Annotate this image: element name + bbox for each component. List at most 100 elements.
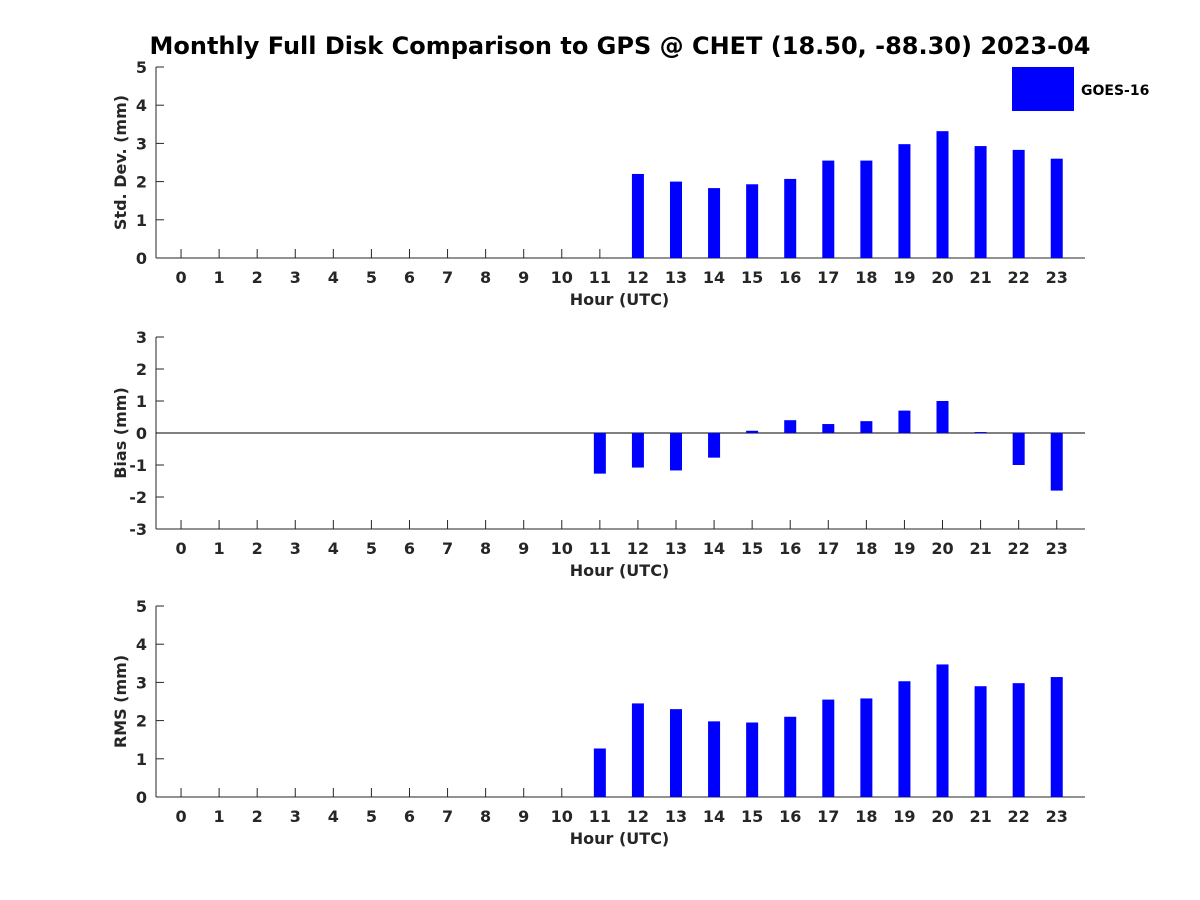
bar-hour-14 — [708, 721, 721, 797]
y-tick-label: 0 — [136, 424, 147, 443]
y-tick-label: 0 — [136, 788, 147, 807]
x-tick-label: 9 — [518, 807, 529, 826]
bar-hour-12 — [631, 433, 644, 468]
bar-hour-20 — [936, 664, 949, 797]
x-tick-label: 23 — [1046, 268, 1068, 287]
bar-hour-17 — [822, 699, 835, 797]
x-tick-label: 8 — [480, 539, 491, 558]
y-tick-label: 4 — [136, 96, 147, 115]
x-tick-label: 12 — [627, 807, 649, 826]
y-tick-label: 0 — [136, 249, 147, 268]
y-tick-label: 1 — [136, 211, 147, 230]
x-tick-label: 14 — [703, 807, 725, 826]
x-tick-label: 18 — [855, 268, 877, 287]
bar-hour-11 — [593, 433, 606, 474]
y-axis-label: Bias (mm) — [111, 387, 130, 479]
x-tick-label: 17 — [817, 268, 839, 287]
x-tick-label: 11 — [589, 807, 611, 826]
x-tick-label: 15 — [741, 268, 763, 287]
x-tick-label: 15 — [741, 539, 763, 558]
x-tick-label: 13 — [665, 539, 687, 558]
bar-hour-16 — [784, 420, 797, 433]
y-tick-label: 5 — [136, 597, 147, 616]
legend-label-goes-16: GOES-16 — [1081, 83, 1149, 99]
x-tick-label: 16 — [779, 539, 801, 558]
y-tick-label: -3 — [129, 520, 147, 539]
figure-title: Monthly Full Disk Comparison to GPS @ CH… — [150, 32, 1091, 60]
x-tick-label: 18 — [855, 539, 877, 558]
x-tick-label: 7 — [442, 539, 453, 558]
y-tick-label: -2 — [129, 488, 147, 507]
x-tick-label: 17 — [817, 807, 839, 826]
bar-hour-13 — [669, 709, 682, 797]
bar-hour-14 — [708, 188, 721, 258]
y-tick-label: 3 — [136, 328, 147, 347]
y-tick-label: 5 — [136, 58, 147, 77]
bar-hour-18 — [860, 160, 873, 258]
y-tick-label: 1 — [136, 750, 147, 769]
x-tick-label: 22 — [1008, 268, 1030, 287]
x-tick-label: 12 — [627, 539, 649, 558]
y-tick-label: 2 — [136, 173, 147, 192]
x-tick-label: 5 — [366, 807, 377, 826]
y-tick-label: 3 — [136, 134, 147, 153]
x-tick-label: 20 — [931, 539, 953, 558]
y-tick-label: 2 — [136, 712, 147, 731]
bar-hour-18 — [860, 421, 873, 433]
bar-hour-21 — [974, 686, 987, 797]
x-tick-label: 14 — [703, 268, 725, 287]
bar-hour-22 — [1012, 433, 1025, 465]
x-tick-label: 20 — [931, 268, 953, 287]
bar-hour-11 — [593, 748, 606, 797]
x-tick-label: 23 — [1046, 807, 1068, 826]
x-tick-label: 0 — [175, 539, 186, 558]
x-axis-label: Hour (UTC) — [570, 829, 670, 848]
bar-hour-19 — [898, 410, 911, 433]
bar-hour-17 — [822, 160, 835, 258]
bar-hour-23 — [1050, 433, 1063, 491]
x-tick-label: 1 — [214, 268, 225, 287]
x-tick-label: 2 — [252, 807, 263, 826]
bar-hour-15 — [746, 184, 759, 258]
x-tick-label: 4 — [328, 268, 339, 287]
bar-hour-21 — [974, 432, 987, 434]
x-tick-label: 21 — [969, 807, 991, 826]
x-tick-label: 18 — [855, 807, 877, 826]
x-tick-label: 22 — [1008, 807, 1030, 826]
x-tick-label: 3 — [290, 807, 301, 826]
x-tick-label: 8 — [480, 268, 491, 287]
x-tick-label: 5 — [366, 539, 377, 558]
x-axis-label: Hour (UTC) — [570, 561, 670, 580]
bar-hour-13 — [669, 181, 682, 258]
x-tick-label: 2 — [252, 268, 263, 287]
bar-hour-14 — [708, 433, 721, 458]
x-tick-label: 10 — [551, 807, 573, 826]
x-tick-label: 22 — [1008, 539, 1030, 558]
bar-hour-16 — [784, 178, 797, 258]
x-tick-label: 16 — [779, 807, 801, 826]
bar-hour-23 — [1050, 158, 1063, 258]
x-tick-label: 9 — [518, 539, 529, 558]
x-tick-label: 5 — [366, 268, 377, 287]
x-tick-label: 12 — [627, 268, 649, 287]
bar-hour-23 — [1050, 677, 1063, 797]
x-tick-label: 14 — [703, 539, 725, 558]
x-tick-label: 11 — [589, 539, 611, 558]
bar-hour-16 — [784, 716, 797, 797]
x-tick-label: 7 — [442, 268, 453, 287]
x-tick-label: 6 — [404, 807, 415, 826]
bar-hour-17 — [822, 424, 835, 433]
x-tick-label: 4 — [328, 807, 339, 826]
y-tick-label: -1 — [129, 456, 147, 475]
x-tick-label: 21 — [969, 268, 991, 287]
y-tick-label: 1 — [136, 392, 147, 411]
y-tick-label: 3 — [136, 673, 147, 692]
x-tick-label: 2 — [252, 539, 263, 558]
x-tick-label: 3 — [290, 539, 301, 558]
x-tick-label: 0 — [175, 807, 186, 826]
y-tick-label: 4 — [136, 635, 147, 654]
